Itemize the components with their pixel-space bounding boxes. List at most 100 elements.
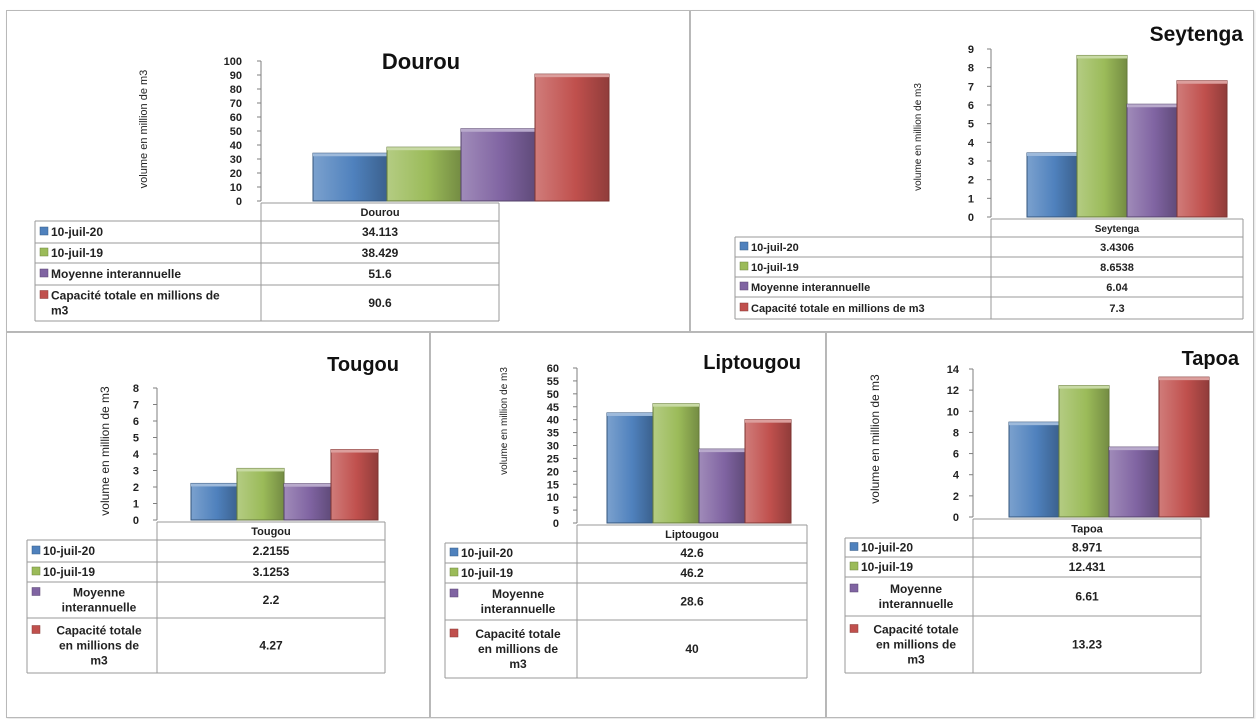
y-tick-label: 70 <box>230 98 242 110</box>
bar-top-highlight <box>461 128 535 132</box>
legend-label: Capacité totale en millions de m3 <box>51 289 220 318</box>
bar-10-juil-19 <box>652 403 700 524</box>
y-tick-label: 3 <box>968 156 974 168</box>
legend-swatch <box>739 261 749 271</box>
bar-capacit-totale-en-millions-de-m3 <box>1176 80 1228 218</box>
y-tick-label: 7 <box>133 400 139 412</box>
legend-label: 10-juil-19 <box>861 560 913 574</box>
bar-10-juil-19 <box>1058 385 1110 518</box>
legend-swatch <box>39 226 49 236</box>
chart-title: Dourou <box>382 49 460 74</box>
legend-label: Capacité totale en millions de m3 <box>475 627 561 671</box>
legend-swatch <box>739 302 749 312</box>
y-tick-label: 60 <box>547 363 559 375</box>
legend-label: Moyenne interannuelle <box>879 582 954 611</box>
data-value-label: 34.113 <box>362 225 398 239</box>
y-tick-label: 0 <box>968 212 974 224</box>
bar-capacit-totale-en-millions-de-m3 <box>330 449 379 521</box>
y-tick-label: 4 <box>968 137 975 149</box>
data-value-label: 8.971 <box>1072 541 1102 555</box>
bar-moyenne-interannuelle <box>1126 103 1178 218</box>
y-tick-label: 8 <box>953 427 959 439</box>
y-tick-label: 0 <box>236 196 242 208</box>
y-tick-label: 7 <box>968 81 974 93</box>
legend-swatch <box>739 281 749 291</box>
y-tick-label: 30 <box>230 154 242 166</box>
y-tick-label: 90 <box>230 70 242 82</box>
data-value-label: 2.2 <box>263 593 280 607</box>
legend-label: 10-juil-19 <box>751 262 799 274</box>
bar-capacit-totale-en-millions-de-m3 <box>534 73 610 202</box>
category-label: Dourou <box>360 207 399 219</box>
legend-swatch <box>449 547 459 557</box>
bar-moyenne-interannuelle <box>698 448 746 524</box>
bar-10-juil-20 <box>1026 152 1078 218</box>
bar-top-highlight <box>1009 422 1059 426</box>
bar-top-highlight <box>331 449 378 453</box>
legend-swatch <box>449 567 459 577</box>
legend-swatch <box>31 545 41 555</box>
legend-label: 10-juil-20 <box>751 242 799 254</box>
y-axis-label: volume en million de m3 <box>868 374 882 504</box>
bar-top-highlight <box>1177 80 1227 84</box>
y-tick-label: 10 <box>230 182 242 194</box>
legend-swatch <box>849 561 859 571</box>
legend-label: Capacité totale en millions de m3 <box>56 624 142 668</box>
data-value-label: 42.6 <box>680 546 704 560</box>
y-tick-label: 20 <box>547 466 559 478</box>
data-value-label: 6.04 <box>1106 282 1128 294</box>
category-label: Tougou <box>251 526 291 538</box>
y-axis-label: volume en million de m3 <box>98 386 112 516</box>
data-value-label: 4.27 <box>259 639 283 653</box>
data-value-label: 38.429 <box>362 246 399 260</box>
y-axis-label: volume en million de m3 <box>499 367 510 475</box>
y-axis-label: volume en million de m3 <box>913 83 924 191</box>
y-tick-label: 40 <box>547 415 559 427</box>
chart-svg: Liptougou volume en million de m3 05101520… <box>444 352 808 679</box>
y-tick-label: 12 <box>947 385 959 397</box>
chart-title: Tapoa <box>1182 348 1240 370</box>
bar-10-juil-20 <box>190 482 239 521</box>
bar-moyenne-interannuelle <box>460 128 536 202</box>
y-tick-label: 100 <box>224 56 242 68</box>
y-tick-label: 50 <box>547 389 559 401</box>
data-value-label: 51.6 <box>368 267 392 281</box>
legend-label: Capacité totale en millions de m3 <box>873 623 959 667</box>
y-tick-label: 0 <box>553 518 559 530</box>
bar-top-highlight <box>1059 385 1109 389</box>
category-label: Seytenga <box>1095 224 1140 235</box>
y-tick-label: 10 <box>547 492 559 504</box>
legend-label: Moyenne interannuelle <box>481 587 556 616</box>
chart-title: Liptougou <box>703 352 801 374</box>
bar-top-highlight <box>1109 447 1159 451</box>
y-tick-label: 8 <box>968 63 974 75</box>
y-tick-label: 40 <box>230 140 242 152</box>
bar-top-highlight <box>313 153 387 157</box>
data-value-label: 3.1253 <box>253 565 290 579</box>
legend-label: Capacité totale en millions de m3 <box>751 303 925 315</box>
y-tick-label: 6 <box>953 449 959 461</box>
y-tick-label: 14 <box>947 364 960 376</box>
bar-top-highlight <box>284 483 331 487</box>
y-tick-label: 8 <box>133 383 139 395</box>
bar-top-highlight <box>745 419 791 423</box>
chart-svg: Tougou volume en million de m3 0 1 2 3 4 5 6 7 8 To… <box>26 354 399 674</box>
y-tick-label: 1 <box>968 193 974 205</box>
legend-label: 10-juil-20 <box>43 544 95 558</box>
data-value-label: 90.6 <box>368 296 392 310</box>
y-tick-label: 2 <box>953 491 959 503</box>
chart-panel-tougou: Tougou volume en million de m3 0 1 2 3 4 5 6 7 8 To… <box>6 332 430 718</box>
chart-svg: Dourou volume en million de m3 0 10 20 30 40 50… <box>34 49 610 322</box>
legend-swatch <box>849 624 859 633</box>
y-tick-label: 55 <box>547 376 559 388</box>
bar-moyenne-interannuelle <box>1108 446 1160 518</box>
bar-top-highlight <box>699 449 745 453</box>
chart-panel-seytenga: Seytenga volume en million de m3 0 1 2 3 4 5 6 7 8… <box>690 10 1254 332</box>
y-tick-label: 80 <box>230 84 242 96</box>
y-tick-label: 35 <box>547 428 559 440</box>
bar-10-juil-20 <box>1008 421 1060 518</box>
chart-svg: Seytenga volume en million de m3 0 1 2 3 4 5 6 7 8… <box>734 23 1244 320</box>
chart-panel-liptougou: Liptougou volume en million de m3 0 5 10 15 20… <box>430 332 826 718</box>
bar-capacit-totale-en-millions-de-m3 <box>1158 376 1210 518</box>
y-tick-label: 30 <box>547 441 559 453</box>
